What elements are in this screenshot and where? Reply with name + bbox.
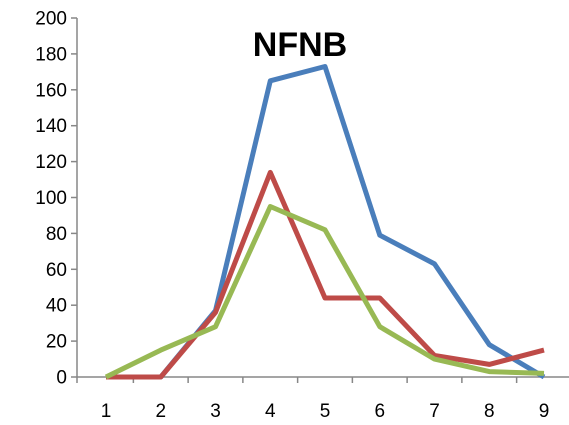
x-tick-label: 4 [265,401,276,422]
x-tick-label: 2 [155,401,166,422]
x-tick-label: 7 [429,401,440,422]
x-tick-label: 5 [320,401,331,422]
y-tick-label: 40 [46,296,67,317]
y-tick-label: 120 [35,152,67,173]
series-line-3 [104,204,545,380]
y-tick-label: 160 [35,80,67,101]
y-tick-label: 100 [35,188,67,209]
series-line-1 [106,64,546,380]
y-tick-label: 200 [35,9,67,30]
y-tick-label: 20 [46,332,67,353]
x-tick-label: 8 [484,401,495,422]
y-tick-label: 140 [35,116,67,137]
chart-title: NFNB [253,26,347,64]
y-tick-label: 80 [46,224,67,245]
x-axis-ticks: 1 2 3 4 5 6 7 8 9 [76,377,550,422]
y-tick-label: 180 [35,44,67,65]
x-tick-label: 3 [210,401,221,422]
series-line-2 [106,169,545,380]
y-axis-ticks: 0 20 40 60 80 100 120 140 160 180 200 [35,9,77,389]
x-tick-label: 6 [374,401,385,422]
x-tick-label: 1 [101,401,112,422]
y-tick-label: 60 [46,260,67,281]
y-tick-label: 0 [56,368,67,389]
series-lines [104,64,546,380]
x-tick-label: 9 [539,401,550,422]
